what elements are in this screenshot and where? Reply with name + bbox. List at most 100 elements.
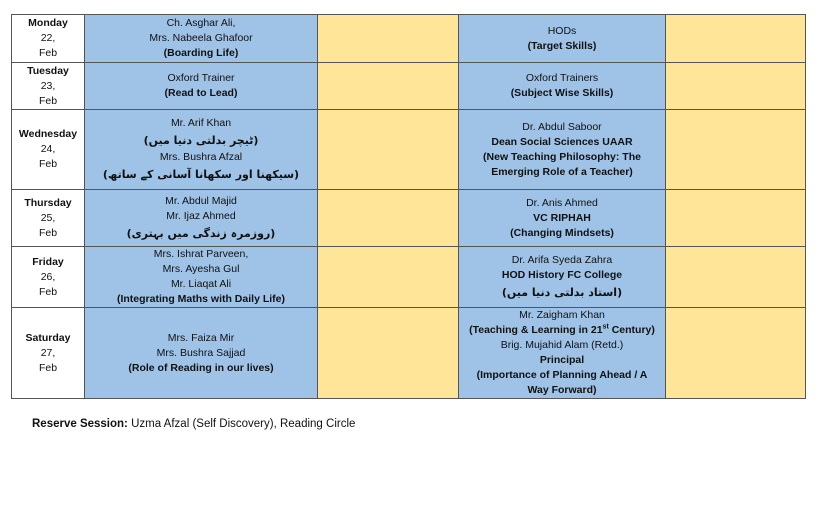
line-text: Brig. Mujahid Alam (Retd.): [500, 339, 624, 351]
session-line: Ch. Asghar Ali,: [87, 16, 315, 31]
day-month: Feb: [38, 47, 58, 59]
schedule-row: Tuesday 23, Feb Oxford Trainer (Read to Lead…: [11, 62, 806, 110]
line-text: Emerging Role of a Teacher): [491, 165, 633, 178]
line-text: Principal: [539, 354, 585, 366]
empty-cell: [317, 307, 459, 399]
reserve-session-note: Reserve Session: Uzma Afzal (Self Discov…: [32, 418, 355, 430]
empty-cell: [665, 189, 806, 247]
empty-cell: [665, 109, 806, 190]
day-date: 26,: [40, 270, 56, 283]
session-line: (Teaching & Learning in 21st Century): [461, 323, 663, 338]
day-date: 27,: [40, 346, 56, 359]
day-month: Feb: [38, 226, 58, 239]
session-line: Mr. Liaqat Ali: [87, 277, 315, 292]
day-name: Tuesday: [27, 64, 69, 77]
empty-cell: [317, 14, 459, 63]
day-date: 25,: [40, 211, 56, 224]
session-line: Mrs. Bushra Sajjad: [87, 346, 315, 361]
superscript: st: [602, 323, 609, 331]
schedule-row: Wednesday 24, Feb Mr. Arif Khan (ٹیچر بدلتی …: [11, 109, 806, 190]
session-line: Mr. Arif Khan: [87, 116, 315, 131]
session-line: Dr. Arifa Syeda Zahra: [461, 253, 663, 268]
session-line: Way Forward): [461, 383, 663, 398]
line-text: (Target Skills): [527, 39, 597, 52]
session-2-cell: Dr. Abdul Saboor Dean Social Sciences UAA…: [458, 109, 666, 190]
empty-cell: [665, 307, 806, 399]
line-text: (Read to Lead): [164, 87, 238, 99]
line-text: Mr. Liaqat Ali: [170, 278, 232, 290]
session-line: Dr. Anis Ahmed: [461, 196, 663, 211]
session-line: Mr. Ijaz Ahmed: [87, 209, 315, 224]
line-text: (Teaching & Learning in 21: [469, 324, 603, 336]
session-2-cell: Dr. Anis Ahmed VC RIPHAH (Changing Mindset…: [458, 189, 666, 247]
empty-cell: [317, 189, 459, 247]
line-text: Mrs. Faiza Mir: [167, 331, 235, 344]
empty-cell: [665, 14, 806, 63]
session-line: Oxford Trainers: [461, 71, 663, 86]
line-text: Mrs. Ishrat Parveen,: [153, 248, 249, 260]
session-1-cell: Mr. Arif Khan (ٹیچر بدلتی دنیا میں) Mrs. B…: [84, 109, 318, 190]
session-line: Mrs. Nabeela Ghafoor: [87, 31, 315, 46]
schedule-row: Thursday 25, Feb Mr. Abdul Majid Mr. Ijaz Ah…: [11, 189, 806, 247]
session-line: HOD History FC College: [461, 268, 663, 283]
day-name: Thursday: [24, 196, 72, 209]
day-cell: Wednesday 24, Feb: [11, 109, 85, 190]
session-line: Mrs. Bushra Afzal: [87, 150, 315, 165]
session-line: Brig. Mujahid Alam (Retd.): [461, 338, 663, 353]
session-1-cell: Mrs. Faiza Mir Mrs. Bushra Sajjad (Role of…: [84, 307, 318, 399]
session-line: (Integrating Maths with Daily Life): [87, 292, 315, 307]
session-line: (Subject Wise Skills): [461, 86, 663, 101]
line-text: (ٹیچر بدلتی دنیا میں): [143, 133, 259, 147]
day-name: Wednesday: [18, 128, 78, 140]
day-cell: Saturday 27, Feb: [11, 307, 85, 399]
day-month: Feb: [38, 361, 58, 374]
session-line: VC RIPHAH: [461, 211, 663, 226]
line-text: (Subject Wise Skills): [510, 87, 614, 99]
line-text: (Role of Reading in our lives): [128, 361, 274, 374]
line-text: Mr. Ijaz Ahmed: [166, 209, 236, 222]
day-name: Friday: [32, 255, 64, 268]
session-line: (روزمرہ زندگی میں بہتری): [87, 224, 315, 243]
session-1-cell: Mr. Abdul Majid Mr. Ijaz Ahmed (روزمرہ زند…: [84, 189, 318, 247]
day-date: 24,: [40, 143, 56, 155]
empty-cell: [317, 246, 459, 308]
line-text: Mrs. Bushra Sajjad: [156, 346, 246, 359]
line-text: Dr. Anis Ahmed: [526, 196, 598, 209]
line-text: (New Teaching Philosophy: The: [483, 150, 641, 163]
session-line: (Read to Lead): [87, 86, 315, 101]
line-text: Mr. Abdul Majid: [165, 194, 237, 207]
line-text: Oxford Trainers: [525, 72, 599, 84]
line-text: (روزمرہ زندگی میں بہتری): [126, 226, 276, 240]
session-line: Principal: [461, 353, 663, 368]
day-cell: Thursday 25, Feb: [11, 189, 85, 247]
line-text: (سیکھنا اور سکھانا آسانی کے ساتھ): [102, 167, 300, 181]
line-text: Dr. Abdul Saboor: [522, 120, 602, 133]
session-1-cell: Oxford Trainer (Read to Lead): [84, 62, 318, 110]
session-line: Mrs. Ayesha Gul: [87, 262, 315, 277]
line-text: (استاد بدلتی دنیا میں): [501, 285, 623, 299]
schedule-row: Monday 22, Feb Ch. Asghar Ali, Mrs. Nabeela …: [11, 14, 806, 63]
line-text: Dr. Arifa Syeda Zahra: [511, 253, 613, 266]
reserve-text: Uzma Afzal (Self Discovery), Reading Cir…: [127, 418, 356, 430]
line-text: (Boarding Life): [163, 47, 239, 59]
line-text: Mr. Arif Khan: [170, 116, 232, 129]
session-line: (Boarding Life): [87, 46, 315, 61]
day-month: Feb: [38, 158, 58, 170]
empty-cell: [665, 62, 806, 110]
empty-cell: [317, 109, 459, 190]
session-line: Dr. Abdul Saboor: [461, 120, 663, 135]
line-text: Oxford Trainer: [167, 72, 235, 84]
session-2-cell: Mr. Zaigham Khan (Teaching & Learning in …: [458, 307, 666, 399]
schedule-row: Friday 26, Feb Mrs. Ishrat Parveen, Mrs. Aye…: [11, 246, 806, 308]
schedule-row: Saturday 27, Feb Mrs. Faiza Mir Mrs. Bushra …: [11, 307, 806, 399]
day-month: Feb: [38, 94, 58, 107]
line-text: (Importance of Planning Ahead / A: [476, 369, 648, 381]
reserve-label: Reserve Session:: [32, 418, 128, 430]
line-text: Dean Social Sciences UAAR: [491, 135, 633, 148]
line-text: HOD History FC College: [501, 268, 623, 281]
session-line: (Importance of Planning Ahead / A: [461, 368, 663, 383]
session-line: Mr. Zaigham Khan: [461, 308, 663, 323]
session-line: Mr. Abdul Majid: [87, 194, 315, 209]
line-text: (Integrating Maths with Daily Life): [116, 293, 285, 305]
day-date: 23,: [40, 79, 56, 92]
